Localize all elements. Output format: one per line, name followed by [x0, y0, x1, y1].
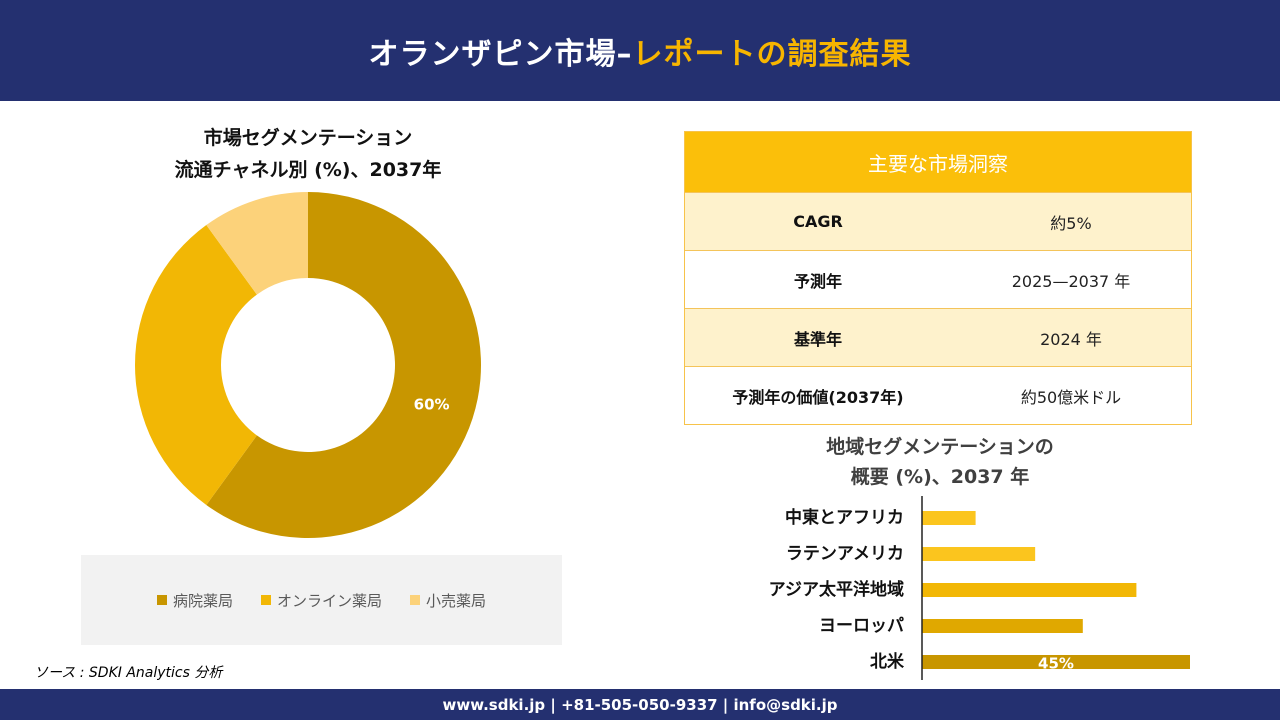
insight-row-base-year: 基準年 2024 年 — [685, 308, 1191, 366]
donut-slice-0 — [206, 192, 482, 538]
bar-0 — [922, 511, 976, 525]
insight-key: 基準年 — [793, 329, 842, 349]
title-main: オランザピン市場– — [368, 36, 633, 72]
insights-table: 主要な市場洞察 CAGR 約5% 予測年 2025—2037 年 基準年 202… — [684, 131, 1192, 425]
bar-3 — [922, 619, 1083, 633]
bar-category-label-0: 中東とアフリカ — [785, 507, 904, 528]
insight-row-forecast-value: 予測年の価値(2037年) 約50億米ドル — [685, 366, 1191, 424]
donut-title-line1: 市場セグメンテーション — [203, 127, 413, 149]
insight-value: 2024 年 — [1040, 329, 1102, 349]
donut-chart-svg: 60% — [134, 192, 482, 538]
insight-key: CAGR — [793, 212, 843, 231]
donut-slice-1 — [134, 225, 257, 505]
insight-row-cagr: CAGR 約5% — [685, 192, 1191, 250]
header-banner: オランザピン市場–レポートの調査結果 — [0, 0, 1280, 101]
bar-2 — [922, 583, 1137, 597]
insight-key: 予測年の価値(2037年) — [732, 387, 904, 407]
insight-value: 2025—2037 年 — [1011, 271, 1131, 291]
bar-title-line2: 概要 (%)、2037 年 — [850, 466, 1030, 488]
bar-category-label-2: アジア太平洋地域 — [769, 579, 904, 600]
donut-slice-2 — [206, 192, 308, 295]
insight-value: 約50億米ドル — [1020, 387, 1122, 407]
bar-category-label-1: ラテンアメリカ — [786, 544, 904, 564]
region-bar-chart: 中東とアフリカ ラテンアメリカアジア太平洋地域ヨーロッパ北米 45% — [700, 496, 1200, 682]
legend-label-hospital: 病院薬局 — [172, 591, 233, 610]
legend-swatch-online — [260, 595, 271, 605]
bar-chart-title: 地域セグメンテーションの 概要 (%)、2037 年 — [760, 432, 1120, 492]
footer-contact: www.sdki.jp | +81-505-050-9337 | info@sd… — [442, 695, 838, 714]
bar-category-label-3: ヨーロッパ — [819, 616, 904, 636]
legend-label-online: オンライン薬局 — [276, 591, 382, 610]
insight-value: 約5% — [1050, 213, 1092, 233]
insights-header: 主要な市場洞察 — [685, 132, 1191, 192]
insight-row-forecast-year: 予測年 2025—2037 年 — [685, 250, 1191, 308]
donut-legend: 病院薬局 オンライン薬局 小売薬局 — [81, 555, 562, 645]
legend-swatch-hospital — [156, 595, 167, 605]
source-note: ソース : SDKI Analytics 分析 — [34, 665, 223, 681]
bar-category-label-4: 北米 — [870, 651, 905, 672]
legend-item-hospital: 病院薬局 — [156, 590, 233, 611]
legend-swatch-retail — [410, 595, 420, 605]
donut-chart-title: 市場セグメンテーション 流通チャネル別 (%)、2037年 — [120, 122, 496, 186]
title-accent: レポートの調査結果 — [632, 36, 912, 72]
bar-data-label-4: 45% — [1038, 655, 1074, 673]
page-title: オランザピン市場–レポートの調査結果 — [369, 29, 912, 73]
footer-bar: www.sdki.jp | +81-505-050-9337 | info@sd… — [0, 689, 1280, 720]
bar-4 — [922, 655, 1190, 669]
donut-chart: 60% — [133, 190, 483, 540]
legend-item-online: オンライン薬局 — [260, 590, 382, 611]
bar-1 — [922, 547, 1036, 561]
insight-key: 予測年 — [793, 271, 842, 291]
legend-label-retail: 小売薬局 — [426, 591, 487, 610]
legend-item-retail: 小売薬局 — [410, 590, 486, 611]
bar-title-line1: 地域セグメンテーションの — [826, 436, 1054, 458]
donut-data-label-0: 60% — [414, 396, 450, 414]
donut-title-line2: 流通チャネル別 (%)、2037年 — [174, 159, 442, 181]
